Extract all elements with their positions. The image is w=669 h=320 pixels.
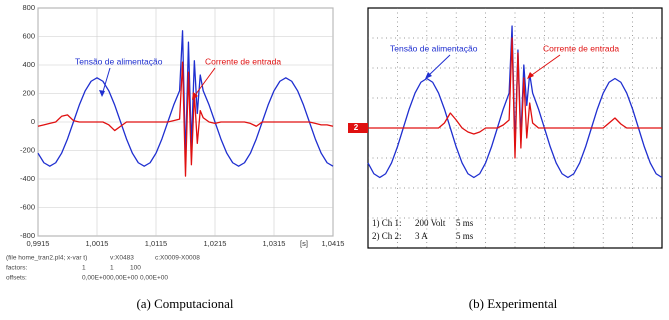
- y-tick-label: 200: [22, 88, 35, 97]
- series-annotation: Tensão de alimentação: [75, 56, 163, 66]
- series-annotation: Corrente de entrada: [205, 56, 281, 66]
- y-tick-label: 600: [22, 31, 35, 40]
- footer-text: 1: [110, 265, 114, 272]
- scope-info: 5 ms: [456, 231, 474, 241]
- x-axis-label: [s]: [300, 239, 308, 248]
- scope-info: 1) Ch 1:: [372, 218, 402, 228]
- caption: (b) Experimental: [469, 296, 558, 311]
- scope-info: 2) Ch 2:: [372, 231, 402, 241]
- y-tick-label: -200: [20, 145, 35, 154]
- scope-info: 5 ms: [456, 218, 474, 228]
- x-tick-label: 1,0115: [145, 239, 167, 248]
- footer-text: factors:: [6, 265, 28, 272]
- x-tick-label: 1,0015: [86, 239, 109, 248]
- y-tick-label: 400: [22, 60, 35, 69]
- series-annotation: Corrente de entrada: [543, 43, 619, 53]
- scope-info: 200 Volt: [415, 218, 446, 228]
- x-tick-label: 1,0315: [263, 239, 286, 248]
- footer-text: 0,00E+00: [110, 275, 138, 282]
- channel-marker: 2: [354, 123, 359, 132]
- footer-text: 0,00E+00: [82, 275, 110, 282]
- scope-info: 3 A: [415, 231, 428, 241]
- footer-text: v:X0483: [110, 255, 134, 262]
- x-tick-label: 1,0215: [204, 239, 227, 248]
- y-tick-label: 0: [31, 117, 35, 126]
- series-annotation: Tensão de alimentação: [390, 43, 478, 53]
- y-tick-label: -600: [20, 202, 35, 211]
- y-tick-label: 800: [22, 3, 35, 12]
- footer-text: (file home_tran2.pl4; x-var t): [6, 255, 87, 262]
- figure: 8006004002000-200-400-600-8000,99151,001…: [0, 0, 669, 320]
- caption: (a) Computacional: [136, 296, 233, 311]
- x-tick-label: 1,0415: [322, 239, 345, 248]
- footer-text: 100: [130, 265, 141, 272]
- footer-text: c:X0009-X0008: [155, 255, 200, 262]
- page: {"chart_data": [ {"type": "line", "capti…: [0, 0, 669, 320]
- footer-text: offsets:: [6, 275, 27, 282]
- x-tick-label: 0,9915: [27, 239, 50, 248]
- footer-text: 0,00E+00: [140, 275, 168, 282]
- y-tick-label: -400: [20, 174, 35, 183]
- footer-text: 1: [82, 265, 86, 272]
